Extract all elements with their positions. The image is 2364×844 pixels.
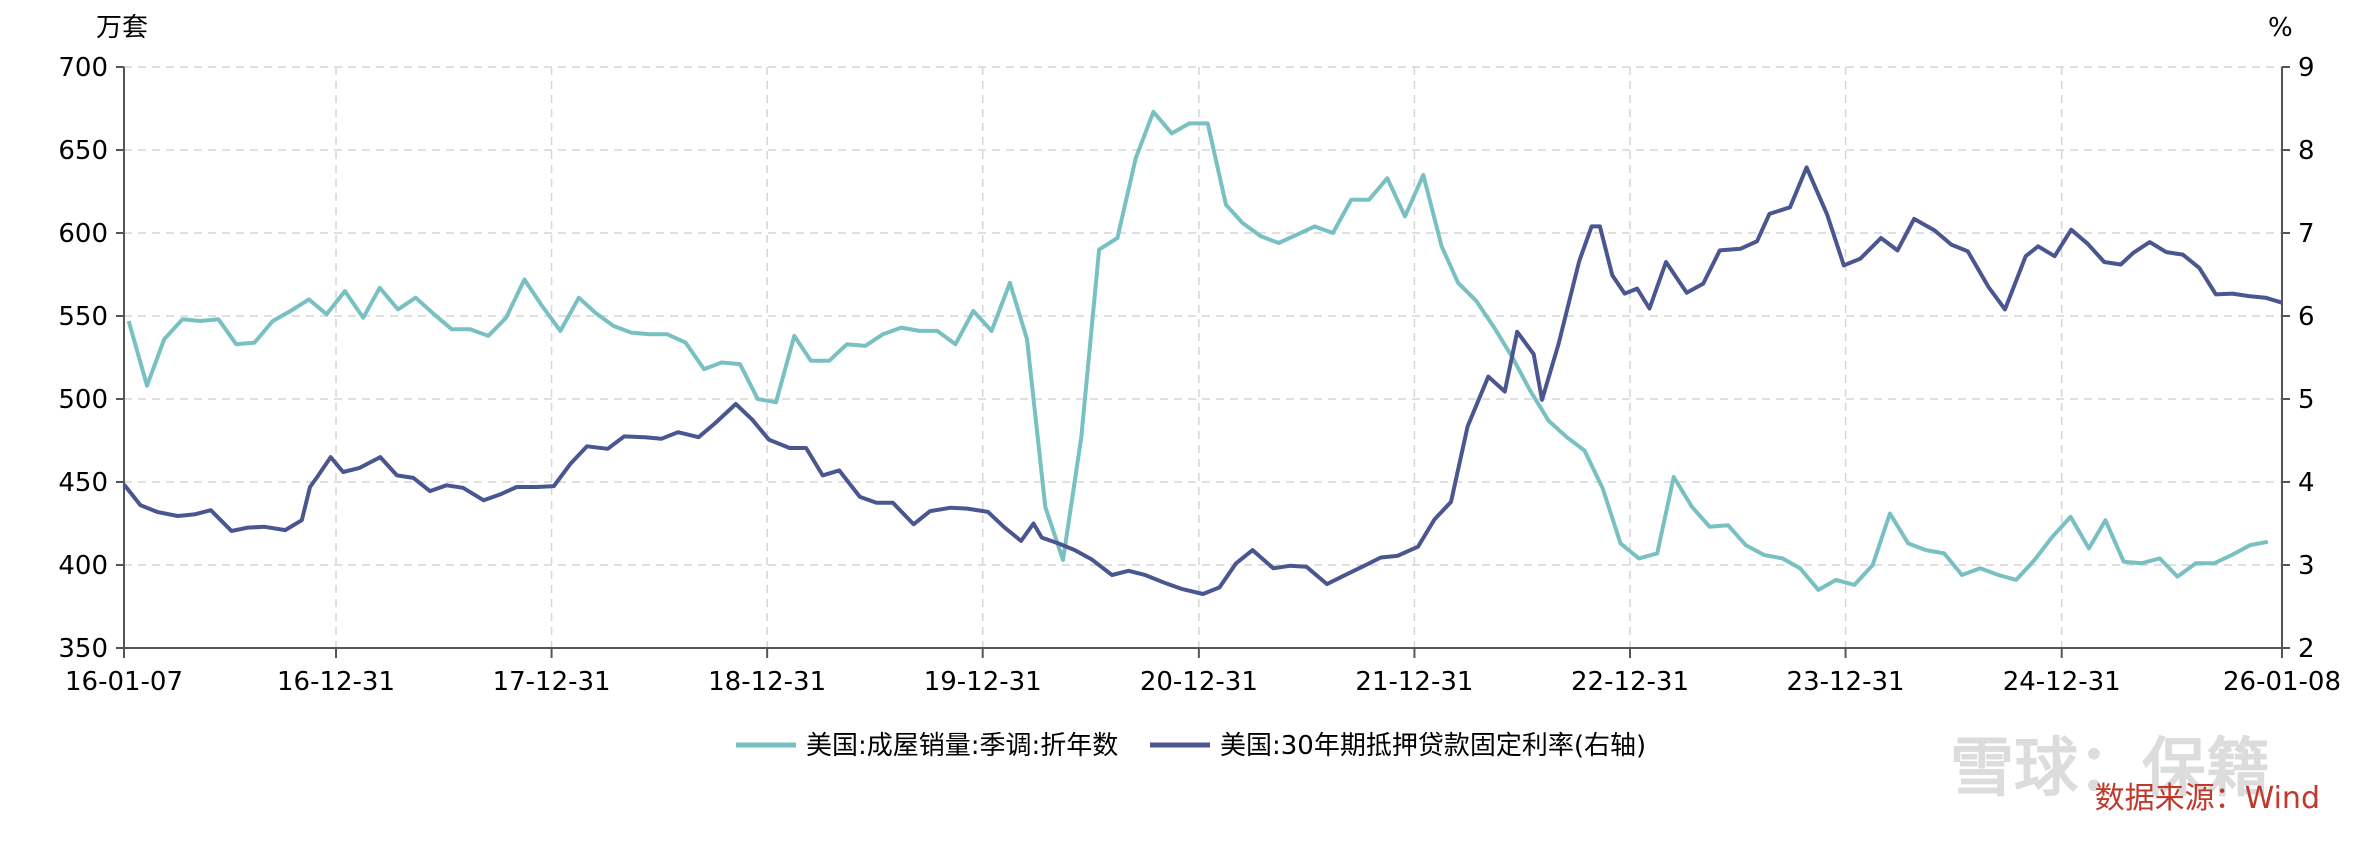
source-note: 数据来源：Wind [2095, 781, 2320, 816]
x-tick-label: 16-12-31 [277, 667, 395, 697]
x-tick-label: 24-12-31 [2003, 667, 2121, 697]
x-tick-label: 18-12-31 [708, 667, 826, 697]
x-tick-label: 19-12-31 [924, 667, 1042, 697]
legend: 美国:成屋销量:季调:折年数 美国:30年期抵押贷款固定利率(右轴) [736, 731, 1646, 761]
left-tick-label: 350 [58, 634, 108, 664]
right-tick-label: 9 [2298, 53, 2315, 83]
x-tick-label: 21-12-31 [1355, 667, 1473, 697]
left-tick-label: 500 [58, 385, 108, 415]
watermark: 雪球：保籍 [1950, 732, 2270, 806]
left-tick-label: 450 [58, 468, 108, 498]
right-axis-unit: % [2268, 13, 2293, 43]
axes: 350 400 450 500 550 600 650 700 2 3 4 5 6 7 8 9 16-01-07… [58, 53, 2341, 697]
legend-label-mortgage-rate[interactable]: 美国:30年期抵押贷款固定利率(右轴) [1220, 731, 1646, 761]
series-line-mortgage-rate [122, 165, 2283, 596]
left-tick-label: 550 [58, 302, 108, 332]
left-tick-label: 650 [58, 136, 108, 166]
series-line-home-sales [126, 109, 2269, 592]
right-tick-label: 3 [2298, 551, 2315, 581]
x-tick-label: 22-12-31 [1571, 667, 1689, 697]
left-tick-label: 600 [58, 219, 108, 249]
legend-label-home-sales[interactable]: 美国:成屋销量:季调:折年数 [806, 731, 1118, 761]
right-tick-label: 8 [2298, 136, 2315, 166]
x-tick-label: 23-12-31 [1787, 667, 1905, 697]
x-tick-label: 16-01-07 [65, 667, 183, 697]
x-tick-label: 17-12-31 [493, 667, 611, 697]
left-tick-label: 700 [58, 53, 108, 83]
x-tick-label: 26-01-08 [2223, 667, 2341, 697]
left-axis-unit: 万套 [96, 13, 148, 43]
left-tick-label: 400 [58, 551, 108, 581]
right-tick-label: 2 [2298, 634, 2315, 664]
right-tick-label: 7 [2298, 219, 2315, 249]
right-tick-label: 4 [2298, 468, 2315, 498]
gridlines [124, 66, 2282, 648]
right-tick-label: 5 [2298, 385, 2315, 415]
x-tick-label: 20-12-31 [1140, 667, 1258, 697]
series-lines [122, 109, 2283, 596]
right-tick-label: 6 [2298, 302, 2315, 332]
